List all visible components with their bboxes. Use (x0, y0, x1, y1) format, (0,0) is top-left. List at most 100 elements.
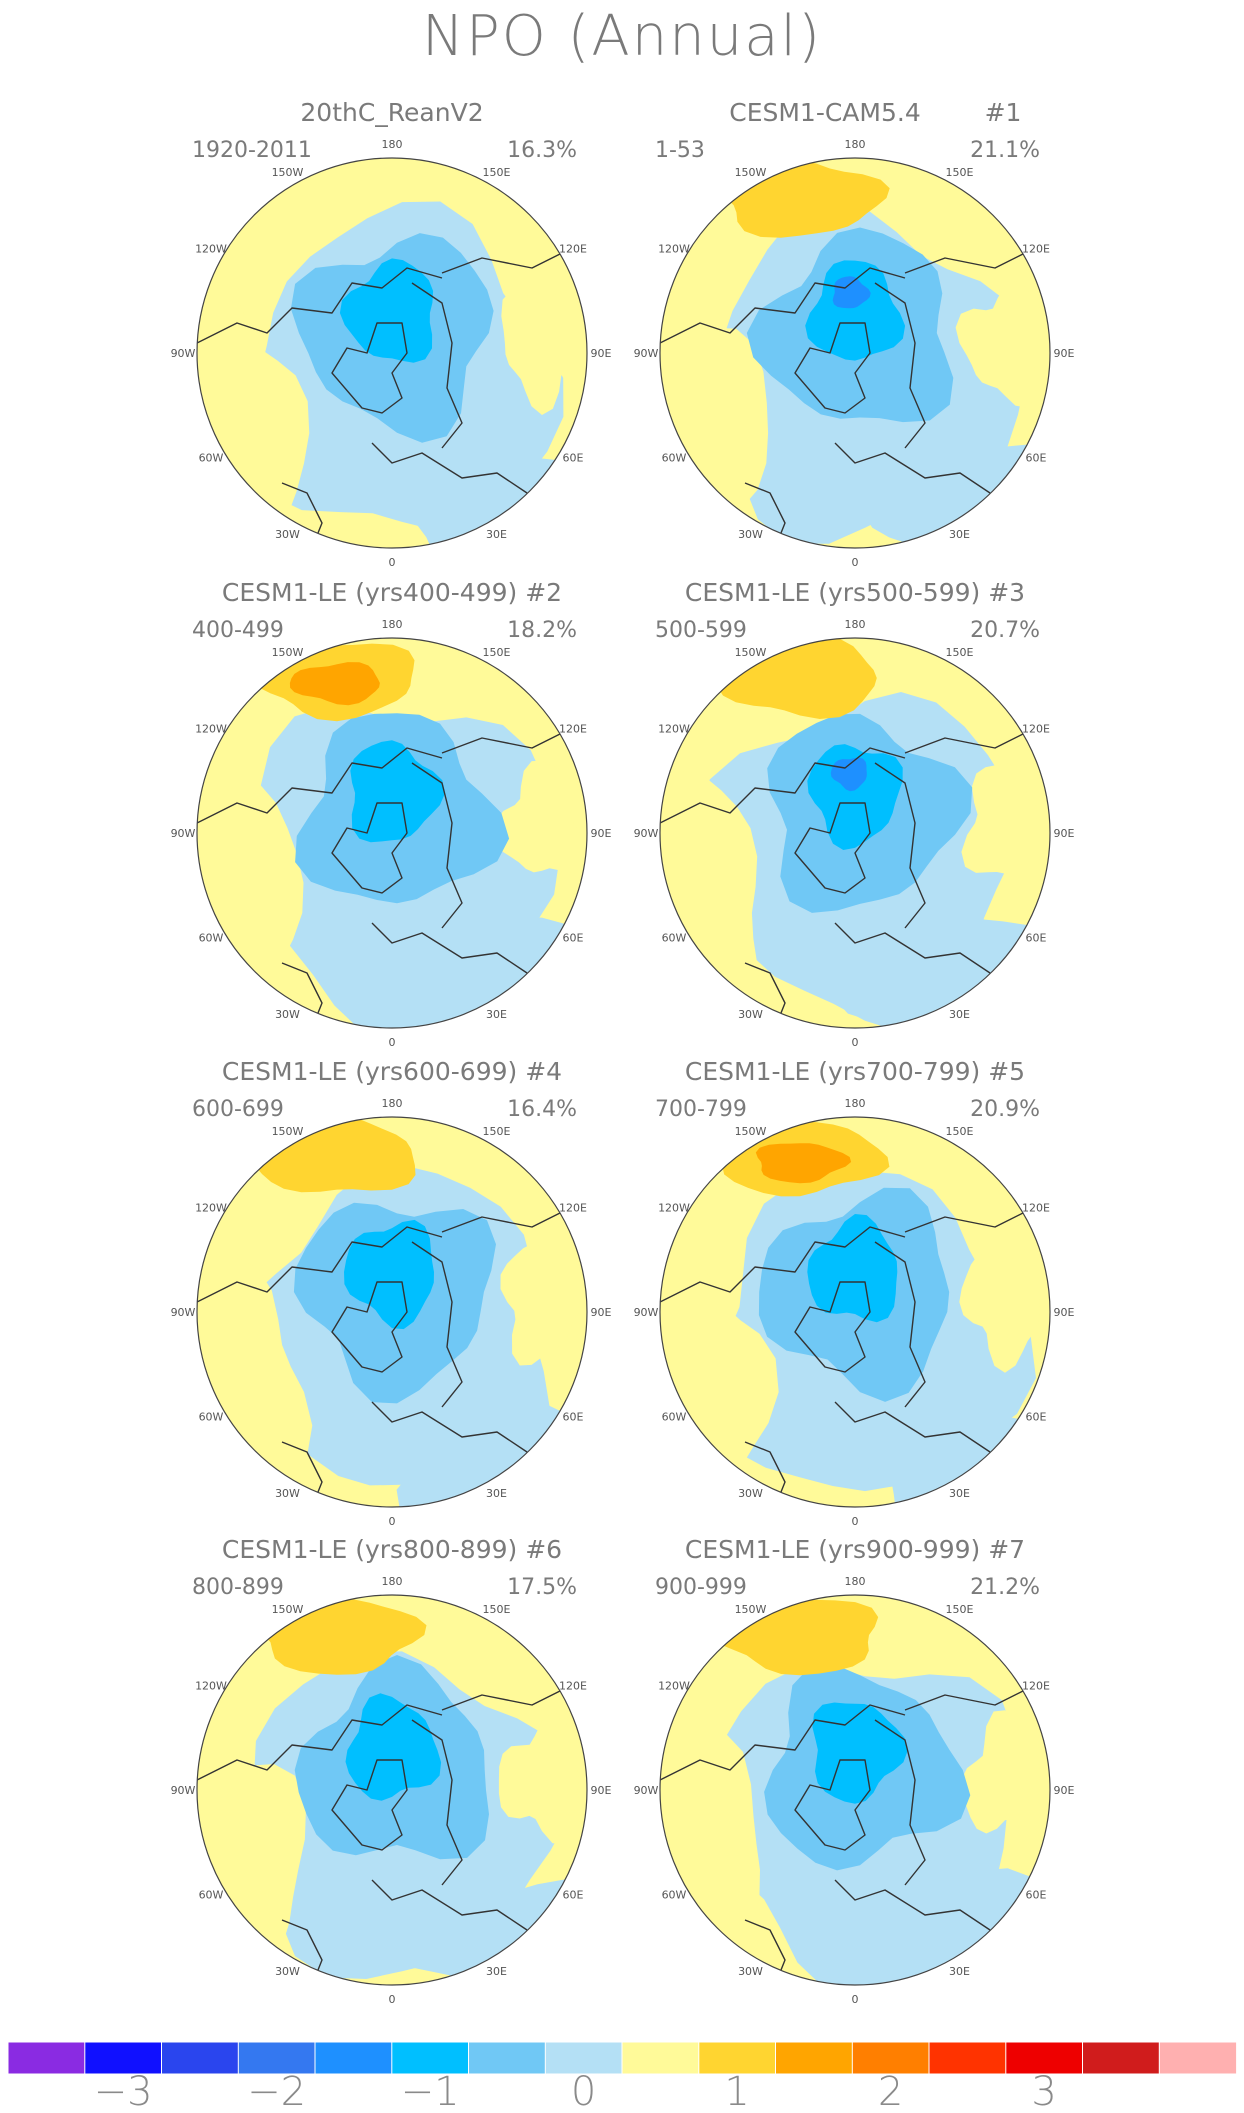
coastline (331, 1281, 408, 1373)
panel-title: CESM1-LE (yrs500-599) #3 (685, 578, 1025, 607)
coastline (660, 1226, 906, 1303)
longitude-label: 60E (1026, 1889, 1047, 1902)
coastline (371, 1401, 528, 1453)
longitude-label: 120E (1022, 723, 1050, 736)
positive-anomaly-region (959, 1247, 1046, 1373)
longitude-label: 60E (1026, 932, 1047, 945)
panel-variance-pct: 21.2% (970, 1575, 1040, 1600)
panel-years: 700-799 (655, 1097, 747, 1122)
map-border (196, 1594, 588, 1986)
longitude-label: 90E (1054, 827, 1075, 840)
positive-anomaly-region (492, 760, 587, 873)
longitude-label: 60W (199, 1889, 224, 1902)
longitude-label: 150E (483, 1125, 511, 1138)
panel-variance-pct: 18.2% (507, 618, 577, 643)
positive-anomaly-region (660, 770, 759, 1028)
longitude-label: 90W (171, 827, 196, 840)
negative-anomaly-center (832, 276, 871, 309)
longitude-label: 30E (949, 1487, 970, 1500)
colorbar-swatch (544, 2041, 624, 2075)
longitude-label: 90E (591, 1784, 612, 1797)
positive-anomaly-center (755, 1143, 852, 1184)
longitude-label: 150E (946, 646, 974, 659)
map-border (196, 637, 588, 1029)
longitude-label: 30W (738, 528, 763, 541)
panel-title: CESM1-LE (yrs400-499) #2 (222, 578, 562, 607)
colorbar-swatch (1082, 2041, 1161, 2075)
map-panel: CESM1-LE (yrs700-799) #5 700-799 20.9% 180 1… (634, 1057, 1075, 1528)
longitude-label: 30E (949, 528, 970, 541)
coastline (281, 482, 333, 548)
longitude-label: 150E (483, 166, 511, 179)
coastline (197, 1704, 443, 1781)
panel-variance-pct: 16.3% (507, 138, 577, 163)
panel-variance-pct: 16.4% (507, 1097, 577, 1122)
map-panel: CESM1-LE (yrs800-899) #6 800-899 17.5% 180 1… (171, 1535, 612, 2006)
longitude-label: 150W (272, 1125, 304, 1138)
longitude-label: 120E (1022, 1680, 1050, 1693)
panel-number: #1 (985, 98, 1022, 127)
positive-anomaly-region (961, 763, 1050, 874)
longitude-label: 30E (486, 1965, 507, 1978)
coastline (281, 1441, 333, 1507)
map-border (659, 637, 1051, 1029)
coastline (834, 922, 991, 974)
negative-anomaly-core (350, 740, 446, 843)
longitude-label: 0 (389, 1036, 396, 1049)
colorbar: −3 −2 −1 0 1 2 3 (7, 2041, 1238, 2113)
positive-anomaly-region (955, 281, 1045, 408)
coastline (371, 1879, 528, 1931)
colorbar-label: 1 (724, 2069, 749, 2113)
map-field (197, 158, 587, 548)
longitude-label: 30W (275, 1008, 300, 1021)
longitude-label: 120W (195, 243, 227, 256)
coastline (411, 1241, 463, 1408)
coastline (794, 802, 871, 894)
longitude-label: 30W (275, 528, 300, 541)
map-panel: 20thC_ReanV2 1920-2011 16.3% 180 150E 120E 90E… (171, 98, 612, 569)
panel-years: 400-499 (192, 618, 284, 643)
longitude-label: 60W (199, 1411, 224, 1424)
colorbar-swatch (1158, 2041, 1238, 2075)
longitude-label: 120W (658, 243, 690, 256)
longitude-label: 0 (389, 556, 396, 569)
panel-variance-pct: 17.5% (507, 1575, 577, 1600)
colorbar-swatch (621, 2041, 700, 2075)
longitude-label: 150E (483, 646, 511, 659)
coastline (834, 442, 991, 494)
colorbar-label: 0 (571, 2069, 596, 2113)
longitude-label: 120E (559, 1202, 587, 1215)
map-border (659, 1116, 1051, 1508)
colorbar-swatch (928, 2041, 1007, 2075)
positive-anomaly-region (501, 290, 585, 415)
colorbar-label: 2 (878, 2069, 903, 2113)
coastlines (660, 1206, 1050, 1507)
map-panel: CESM1-LE (yrs500-599) #3 500-599 20.7% 180 1… (634, 578, 1075, 1049)
coastline (197, 1226, 443, 1303)
coastline (371, 922, 528, 974)
panel-variance-pct: 21.1% (970, 138, 1040, 163)
negative-anomaly-core (339, 258, 434, 363)
positive-anomaly-region (660, 1255, 779, 1507)
negative-anomaly-core (345, 1693, 442, 1801)
longitude-label: 120E (1022, 1202, 1050, 1215)
colorbar-label: −3 (94, 2069, 153, 2113)
longitude-label: 60W (199, 452, 224, 465)
colorbar-swatch (775, 2041, 854, 2075)
colorbar-label: −1 (401, 2069, 460, 2113)
negative-anomaly-region (849, 444, 1050, 548)
longitude-label: 30W (275, 1487, 300, 1500)
coastline (744, 1441, 796, 1507)
coastline (834, 1401, 991, 1453)
coastline (794, 322, 871, 414)
colorbar-label: −2 (247, 2069, 306, 2113)
panel-years: 800-899 (192, 1575, 284, 1600)
map-field (660, 638, 1050, 1028)
negative-anomaly-center (830, 757, 867, 792)
longitude-label: 60E (1026, 1411, 1047, 1424)
coastlines (197, 247, 587, 548)
coastline (744, 962, 796, 1028)
coastline (874, 1719, 926, 1886)
coastline (874, 282, 926, 449)
